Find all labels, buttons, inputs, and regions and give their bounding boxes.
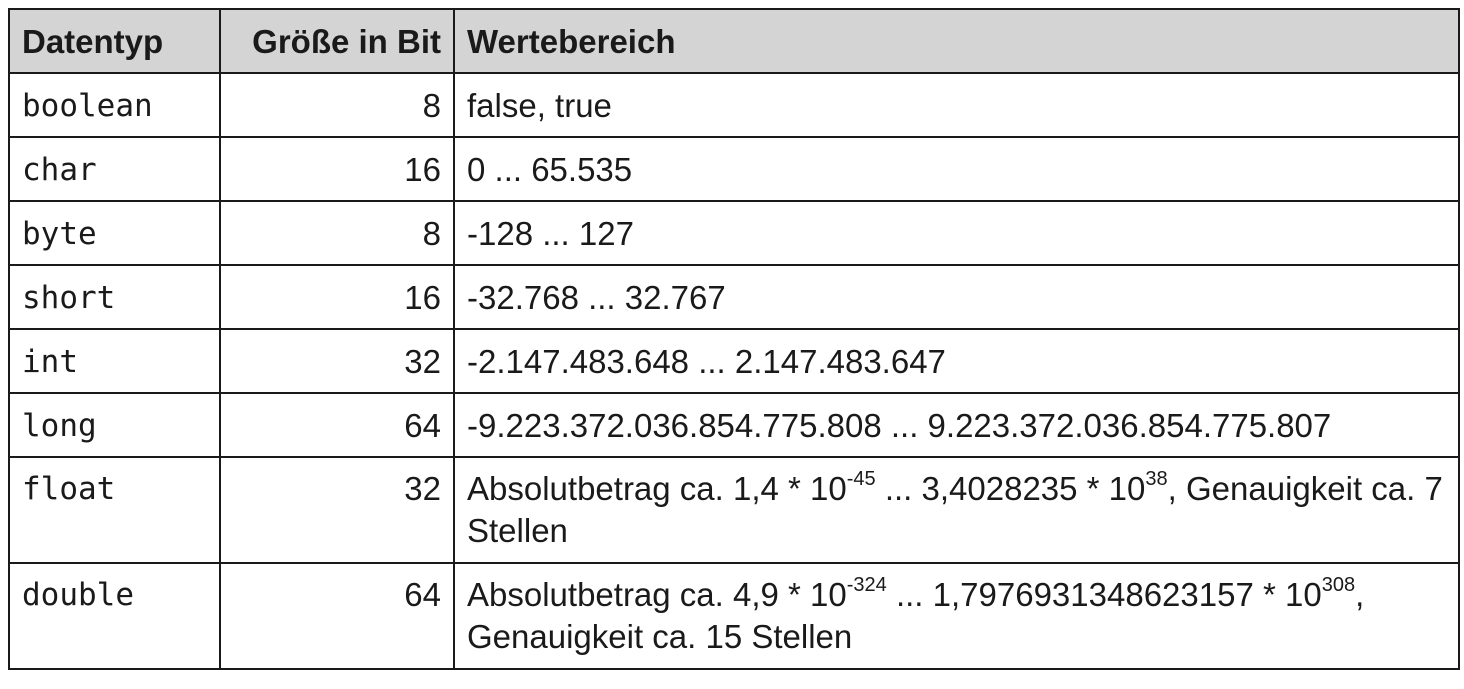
header-datentyp: Datentyp xyxy=(9,9,220,73)
cell-type: boolean xyxy=(9,73,220,137)
exponent: 308 xyxy=(1322,574,1355,596)
cell-range: -32.768 ... 32.767 xyxy=(454,265,1459,329)
range-text: ... 1,7976931348623157 * 10 xyxy=(887,576,1322,613)
cell-size: 8 xyxy=(220,73,454,137)
cell-range: 0 ... 65.535 xyxy=(454,137,1459,201)
cell-size: 32 xyxy=(220,329,454,393)
cell-type: long xyxy=(9,393,220,457)
cell-type: float xyxy=(9,457,220,563)
header-wertebereich: Wertebereich xyxy=(454,9,1459,73)
cell-range: -2.147.483.648 ... 2.147.483.647 xyxy=(454,329,1459,393)
range-text: ... 3,4028235 * 10 xyxy=(876,470,1146,507)
table-header-row: Datentyp Größe in Bit Wertebereich xyxy=(9,9,1459,73)
cell-type: double xyxy=(9,563,220,669)
cell-range: false, true xyxy=(454,73,1459,137)
cell-size: 16 xyxy=(220,265,454,329)
cell-size: 16 xyxy=(220,137,454,201)
cell-type: int xyxy=(9,329,220,393)
range-text: Absolutbetrag ca. 1,4 * 10 xyxy=(467,470,847,507)
cell-size: 8 xyxy=(220,201,454,265)
cell-size: 64 xyxy=(220,393,454,457)
cell-range: Absolutbetrag ca. 4,9 * 10-324 ... 1,797… xyxy=(454,563,1459,669)
table-row: int 32 -2.147.483.648 ... 2.147.483.647 xyxy=(9,329,1459,393)
table-row: char 16 0 ... 65.535 xyxy=(9,137,1459,201)
cell-type: byte xyxy=(9,201,220,265)
table-row: boolean 8 false, true xyxy=(9,73,1459,137)
cell-range: Absolutbetrag ca. 1,4 * 10-45 ... 3,4028… xyxy=(454,457,1459,563)
table-row: byte 8 -128 ... 127 xyxy=(9,201,1459,265)
cell-range: -9.223.372.036.854.775.808 ... 9.223.372… xyxy=(454,393,1459,457)
table-row: long 64 -9.223.372.036.854.775.808 ... 9… xyxy=(9,393,1459,457)
cell-size: 64 xyxy=(220,563,454,669)
cell-type: char xyxy=(9,137,220,201)
exponent: 38 xyxy=(1145,468,1167,490)
table-row: float 32 Absolutbetrag ca. 1,4 * 10-45 .… xyxy=(9,457,1459,563)
exponent: -45 xyxy=(847,468,876,490)
exponent: -324 xyxy=(847,574,887,596)
range-text: Absolutbetrag ca. 4,9 * 10 xyxy=(467,576,847,613)
cell-size: 32 xyxy=(220,457,454,563)
table-row: double 64 Absolutbetrag ca. 4,9 * 10-324… xyxy=(9,563,1459,669)
header-groesse: Größe in Bit xyxy=(220,9,454,73)
cell-type: short xyxy=(9,265,220,329)
datatype-table: Datentyp Größe in Bit Wertebereich boole… xyxy=(8,8,1460,670)
table-row: short 16 -32.768 ... 32.767 xyxy=(9,265,1459,329)
cell-range: -128 ... 127 xyxy=(454,201,1459,265)
